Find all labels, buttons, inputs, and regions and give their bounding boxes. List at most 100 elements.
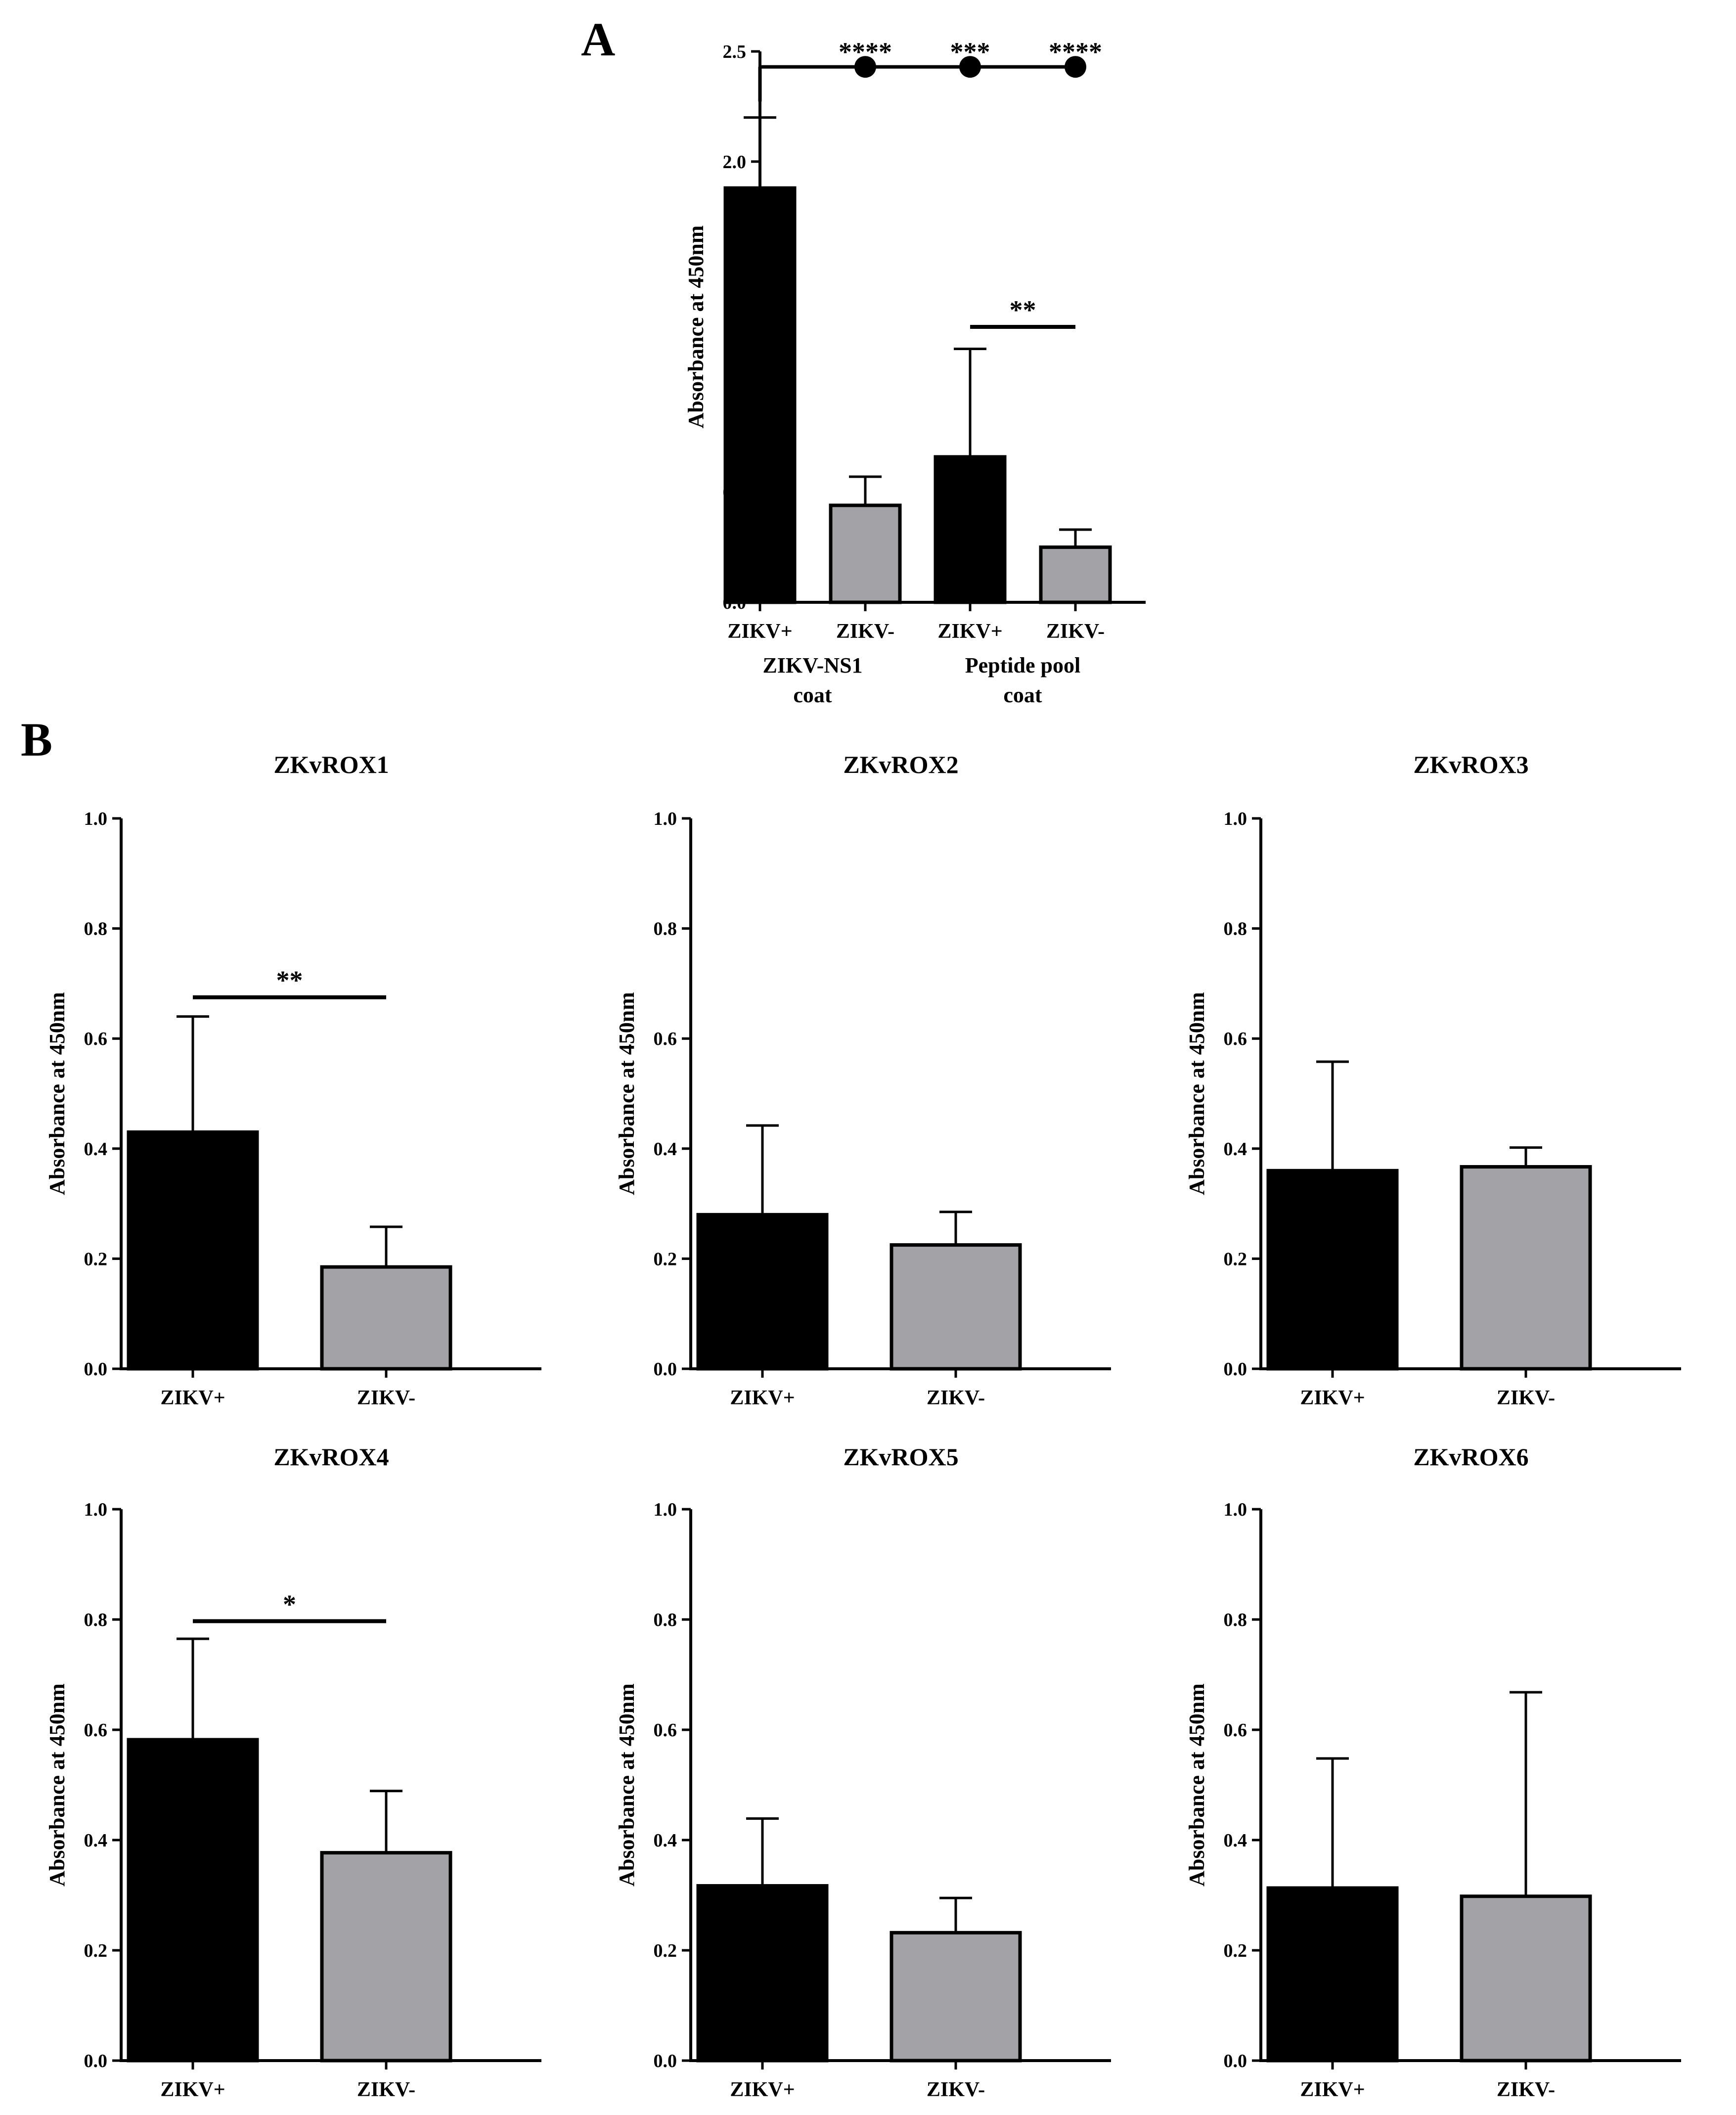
x-tick-label: ZIKV+: [1300, 2078, 1365, 2101]
chart-title: ZKvROX6: [1413, 1443, 1528, 1471]
bar: [1039, 545, 1112, 604]
x-tick-label: ZIKV-: [1497, 2078, 1555, 2101]
y-axis-label: Absorbance at 450nm: [1185, 992, 1209, 1195]
chart-title: ZKvROX4: [273, 1443, 389, 1471]
y-tick-label: 0.2: [84, 1940, 108, 1961]
bar: [127, 1738, 259, 2063]
y-tick-label: 0.2: [1224, 1940, 1247, 1961]
significance-marker: [1065, 56, 1086, 78]
y-axis-label: Absorbance at 450nm: [615, 1683, 639, 1887]
y-tick-label: 0.4: [654, 1830, 677, 1851]
chart-title: ZKvROX1: [273, 751, 389, 778]
significance-marker: [959, 56, 981, 78]
chart-title: ZKvROX2: [843, 751, 958, 778]
y-axis-label: Absorbance at 450nm: [45, 992, 69, 1195]
y-tick-label: 1.0: [654, 809, 677, 829]
y-tick-label: 0.8: [84, 1610, 108, 1630]
bar: [696, 1884, 829, 2063]
x-tick-label: ZIKV+: [160, 1387, 225, 1409]
group-label: coat: [793, 683, 832, 707]
x-tick-label: ZIKV+: [730, 1387, 795, 1409]
significance-marker: [854, 56, 876, 78]
chart-title: ZKvROX3: [1413, 751, 1528, 778]
y-tick-label: 0.4: [84, 1830, 108, 1851]
y-tick-label: 1.0: [84, 1499, 108, 1520]
y-tick-label: 2.0: [723, 152, 747, 173]
y-tick-label: 0.4: [1224, 1830, 1247, 1851]
bar: [829, 503, 902, 604]
y-axis-label: Absorbance at 450nm: [1185, 1683, 1209, 1887]
y-tick-label: 0.2: [654, 1940, 677, 1961]
chart-b6: ZKvROX6 0.0 0.2 0.4 0.6 0.8 1.0 Absorbance at 4…: [1185, 1443, 1681, 2101]
panel-label-a: A: [581, 13, 615, 66]
y-tick-label: 0.0: [654, 2051, 677, 2071]
x-tick-label: ZIKV-: [927, 2078, 985, 2101]
x-tick-label: ZIKV-: [357, 1387, 415, 1409]
y-tick-label: 0.4: [654, 1139, 677, 1160]
bar: [934, 455, 1007, 604]
y-tick-label: 1.0: [654, 1499, 677, 1520]
significance-label: ****: [839, 37, 892, 67]
y-tick-label: 0.6: [654, 1720, 677, 1741]
y-tick-label: 0.0: [84, 1359, 108, 1380]
chart-b2: ZKvROX2 0.0 0.2 0.4 0.6 0.8 1.0 Absorbance at 4…: [615, 751, 1111, 1409]
y-tick-label: 0.8: [1224, 1610, 1247, 1630]
bar: [890, 1243, 1022, 1371]
bar: [1460, 1165, 1592, 1371]
bar: [696, 1213, 829, 1371]
y-axis-label: Absorbance at 450nm: [684, 225, 708, 429]
y-tick-label: 0.0: [84, 2051, 108, 2071]
x-tick-label: ZIKV-: [836, 620, 894, 643]
y-axis-label: Absorbance at 450nm: [45, 1683, 69, 1887]
bar: [127, 1130, 259, 1371]
y-tick-label: 0.6: [1224, 1720, 1247, 1741]
y-tick-label: 0.6: [654, 1029, 677, 1049]
x-tick-label: ZIKV-: [1046, 620, 1105, 643]
y-tick-label: 2.5: [723, 42, 747, 62]
chart-b3: ZKvROX3 0.0 0.2 0.4 0.6 0.8 1.0 Absorbance at 4…: [1185, 751, 1681, 1409]
y-tick-label: 0.8: [1224, 919, 1247, 940]
y-tick-label: 0.2: [654, 1249, 677, 1269]
y-tick-label: 0.4: [1224, 1139, 1247, 1160]
bar: [1266, 1169, 1399, 1371]
x-tick-label: ZIKV-: [927, 1387, 985, 1409]
x-tick-label: ZIKV+: [1300, 1387, 1365, 1409]
y-tick-label: 0.8: [84, 919, 108, 940]
y-tick-label: 0.8: [654, 1610, 677, 1630]
bar: [320, 1265, 452, 1371]
bar: [320, 1851, 452, 2063]
panel-label-b: B: [21, 713, 52, 766]
y-tick-label: 0.2: [1224, 1249, 1247, 1269]
y-tick-label: 0.0: [654, 1359, 677, 1380]
x-tick-label: ZIKV+: [160, 2078, 225, 2101]
significance-label: *: [283, 1589, 296, 1619]
y-tick-label: 0.0: [1224, 2051, 1247, 2071]
x-tick-label: ZIKV+: [937, 620, 1002, 643]
chart-b5: ZKvROX5 0.0 0.2 0.4 0.6 0.8 1.0 Absorbance at 4…: [615, 1443, 1111, 2101]
significance-label: **: [1010, 295, 1036, 325]
bar: [890, 1931, 1022, 2063]
x-tick-label: ZIKV+: [730, 2078, 795, 2101]
x-tick-label: ZIKV-: [1497, 1387, 1555, 1409]
x-tick-label: ZIKV-: [357, 2078, 415, 2101]
significance-label: **: [276, 966, 303, 995]
y-tick-label: 1.0: [1224, 809, 1247, 829]
chart-b4: ZKvROX4 0.0 0.2 0.4 0.6 0.8 1.0 Absorbance at 4…: [45, 1443, 541, 2101]
significance-label: ****: [1049, 37, 1102, 67]
bar: [1460, 1894, 1592, 2063]
y-tick-label: 0.6: [84, 1720, 108, 1741]
y-tick-label: 0.8: [654, 919, 677, 940]
significance-label: ***: [950, 37, 990, 67]
chart-b1: ZKvROX1 0.0 0.2 0.4 0.6 0.8 1.0 Absorbance at 4…: [45, 751, 541, 1409]
bar: [1266, 1886, 1399, 2063]
chart-title: ZKvROX5: [843, 1443, 958, 1471]
group-label: ZIKV-NS1: [762, 653, 862, 677]
y-axis-label: Absorbance at 450nm: [615, 992, 639, 1195]
y-tick-label: 0.2: [84, 1249, 108, 1269]
y-tick-label: 0.6: [84, 1029, 108, 1049]
y-tick-label: 1.0: [1224, 1499, 1247, 1520]
y-tick-label: 0.4: [84, 1139, 108, 1160]
